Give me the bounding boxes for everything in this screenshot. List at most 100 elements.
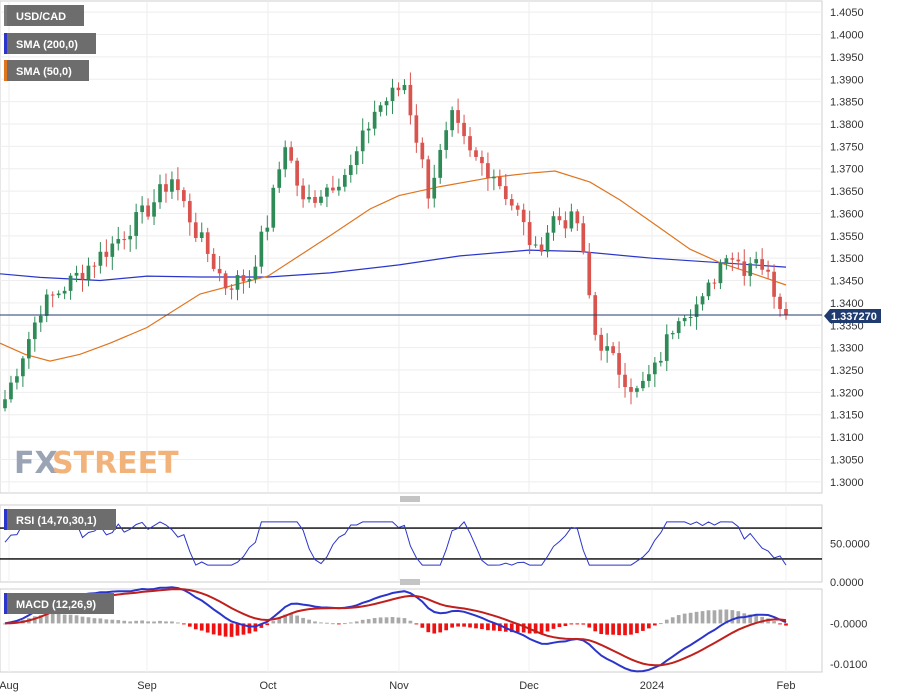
macd-histogram-bar <box>438 623 443 633</box>
candle-body <box>503 186 508 200</box>
candle-body <box>748 263 753 276</box>
legend-sma50[interactable]: SMA (50,0) <box>4 60 89 81</box>
macd-histogram-bar <box>509 623 514 633</box>
candle <box>527 210 532 255</box>
candle-body <box>426 159 431 199</box>
legend-usdcad[interactable]: USD/CAD <box>4 5 84 26</box>
candle <box>366 122 371 144</box>
price-tick-label: 1.3850 <box>830 97 864 109</box>
candle <box>569 203 574 232</box>
macd-histogram-bar <box>629 623 633 635</box>
macd-histogram-bar <box>187 623 192 627</box>
candle <box>342 168 347 192</box>
candle <box>652 356 657 388</box>
macd-histogram-bar <box>676 615 681 624</box>
macd-histogram-bar <box>420 623 425 628</box>
candle <box>503 173 508 206</box>
candle-body <box>462 122 466 137</box>
candle <box>372 100 377 136</box>
candle <box>348 154 353 183</box>
candle <box>337 178 341 196</box>
price-tick-label: 1.3300 <box>830 343 864 355</box>
candle-body <box>629 387 633 392</box>
candle-body <box>521 209 526 223</box>
candle-body <box>408 84 413 116</box>
macd-histogram-bar <box>104 619 109 624</box>
macd-histogram-bar <box>515 623 520 633</box>
candle-body <box>617 353 621 375</box>
candle-body <box>217 268 222 274</box>
candle <box>605 333 609 363</box>
macd-line <box>4 586 787 673</box>
macd-histogram-bar <box>182 623 186 625</box>
legend-macd-label: MACD (12,26,9) <box>16 599 96 611</box>
price-tick-label: 1.3750 <box>830 141 864 153</box>
candle-body <box>605 346 609 351</box>
candle-body <box>712 282 717 284</box>
price-tick-label: 1.3950 <box>830 52 864 64</box>
candle <box>354 146 359 175</box>
candle-body <box>289 147 294 161</box>
candle-body <box>432 177 437 199</box>
resize-handle-2[interactable] <box>400 579 420 585</box>
legend-rsi[interactable]: RSI (14,70,30,1) <box>4 509 116 530</box>
resize-handle-1[interactable] <box>400 496 420 502</box>
macd-histogram-bar <box>599 623 604 635</box>
candle-body <box>474 150 478 157</box>
macd-histogram-bar <box>110 619 115 624</box>
candle-body <box>116 239 121 244</box>
candle <box>736 252 741 270</box>
candle-body <box>587 252 592 296</box>
candle <box>754 251 759 269</box>
candle <box>182 187 186 208</box>
macd-histogram-bar <box>652 623 657 626</box>
legend-macd[interactable]: MACD (12,26,9) <box>4 593 114 614</box>
candle-body <box>313 196 317 203</box>
candle-body <box>551 216 556 233</box>
candle <box>134 203 139 250</box>
macd-histogram-bar <box>390 617 395 624</box>
candle-body <box>658 360 663 363</box>
candle-body <box>140 205 144 213</box>
candle-body <box>98 251 103 266</box>
price-tick-label: 1.3500 <box>830 253 864 265</box>
candle-body <box>21 358 25 377</box>
candle <box>468 127 472 157</box>
candle-body <box>193 222 198 238</box>
macd-histogram-bar <box>569 623 574 625</box>
macd-histogram-bar <box>44 613 49 624</box>
candle-body <box>372 111 377 129</box>
candle <box>62 286 67 300</box>
macd-histogram-bar <box>414 623 419 625</box>
price-tick-label: 1.3050 <box>830 454 864 466</box>
candle-body <box>557 216 562 221</box>
candle <box>38 305 43 332</box>
candle <box>658 352 663 367</box>
macd-histogram-bar <box>277 617 282 624</box>
price-tick-label: 1.3450 <box>830 276 864 288</box>
legend-sma200[interactable]: SMA (200,0) <box>4 33 96 54</box>
sma-50-path <box>0 170 787 362</box>
candle <box>187 193 192 236</box>
macd-histogram-bar <box>557 623 562 628</box>
macd-histogram-bar <box>176 622 180 624</box>
candle <box>295 157 299 197</box>
candle <box>706 279 711 301</box>
candle-body <box>325 187 329 197</box>
candle-body <box>331 187 335 191</box>
candle <box>545 225 550 258</box>
candle-body <box>158 184 162 203</box>
macd-histogram-bar <box>575 623 580 625</box>
candle <box>9 375 13 403</box>
macd-histogram-bar <box>456 623 460 627</box>
time-tick-label: Oct <box>259 680 276 692</box>
candle <box>593 291 598 341</box>
candle <box>396 82 401 97</box>
candle-body <box>366 128 371 131</box>
candle <box>241 269 246 294</box>
candle <box>682 315 687 327</box>
macd-histogram-bar <box>611 623 615 635</box>
candle <box>676 317 681 339</box>
candle <box>712 278 717 290</box>
candle-body <box>652 362 657 375</box>
